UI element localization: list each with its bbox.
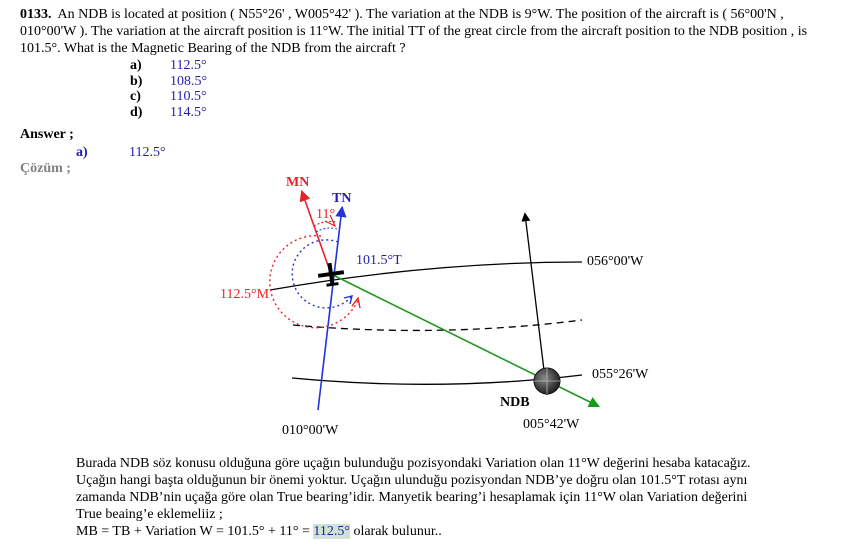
explanation-line: True beaing’e eklemeliiz ; xyxy=(76,507,223,522)
aircraft-icon xyxy=(317,262,345,287)
variation-arc xyxy=(313,220,337,227)
magnetic-bearing-arc xyxy=(269,235,359,329)
answer-letter: a) xyxy=(76,145,88,160)
parallel-top-line xyxy=(269,261,583,291)
option-value: 110.5° xyxy=(170,89,207,104)
ndb-label: NDB xyxy=(500,395,530,410)
explanation-line: Burada NDB söz konusu olduğuna göre uçağ… xyxy=(76,456,751,471)
option-letter: b) xyxy=(130,73,143,89)
option-letter: a) xyxy=(130,58,142,73)
explanation-line: Uçağın hangi başta olduğunun bir önemi y… xyxy=(76,473,748,488)
options-list: a) 112.5° b) 108.5° c) 110.5° d) 114.5° xyxy=(130,58,207,120)
magnetic-bearing-label: 112.5°M xyxy=(220,287,270,302)
lon-left-label: 010°00'W xyxy=(282,423,339,438)
formula-result: 112.5° xyxy=(313,524,350,539)
lat-top-label: 056°00'W xyxy=(587,254,644,269)
explanation-text: Burada NDB söz konusu olduğuna göre uçağ… xyxy=(76,455,826,540)
variation-angle-label: 11° xyxy=(316,207,335,222)
mn-label: MN xyxy=(286,175,309,190)
answer-label: Answer ; xyxy=(20,127,74,142)
question-number: 0133. xyxy=(20,7,52,22)
option-value: 114.5° xyxy=(170,104,207,120)
option-c[interactable]: c) 110.5° xyxy=(130,89,207,105)
option-value: 112.5° xyxy=(170,58,207,73)
question-body: An NDB is located at position ( N55°26' … xyxy=(20,7,808,56)
formula-prefix: MB = TB + Variation W = 101.5° + 11° = xyxy=(76,524,314,539)
option-value: 108.5° xyxy=(170,73,208,89)
option-a[interactable]: a) 112.5° xyxy=(130,58,207,74)
answer-value: 112.5° xyxy=(129,145,166,160)
explanation-line: zamanda NDB’nin uçağa göre olan True bea… xyxy=(76,490,748,505)
option-d[interactable]: d) 114.5° xyxy=(130,105,207,121)
formula-suffix: olarak bulunur.. xyxy=(349,524,442,539)
meridian-right-line xyxy=(521,212,548,396)
magnetic-bearing-arc-head xyxy=(351,296,361,309)
question-text: 0133. An NDB is located at position ( N55… xyxy=(20,6,835,57)
solution-label: Çözüm ; xyxy=(20,161,71,176)
true-bearing-arc xyxy=(291,239,353,309)
formula-line: MB = TB + Variation W = 101.5° + 11° = 1… xyxy=(76,523,826,540)
option-letter: d) xyxy=(130,104,143,120)
parallel-mid-dashed-line xyxy=(292,319,583,332)
variation-arc-arrow xyxy=(324,214,337,228)
ndb-icon xyxy=(533,367,561,395)
lon-right-label: 005°42'W xyxy=(523,417,580,432)
tn-label: TN xyxy=(332,191,351,206)
variation-arc-blue xyxy=(315,227,338,233)
magnetic-north-line xyxy=(299,189,332,275)
lat-bottom-label: 055°26'W xyxy=(592,367,649,382)
true-bearing-arc-head xyxy=(343,295,353,305)
true-north-line xyxy=(317,205,347,411)
option-b[interactable]: b) 108.5° xyxy=(130,74,207,90)
option-letter: c) xyxy=(130,89,141,104)
true-track-label: 101.5°T xyxy=(356,253,402,268)
